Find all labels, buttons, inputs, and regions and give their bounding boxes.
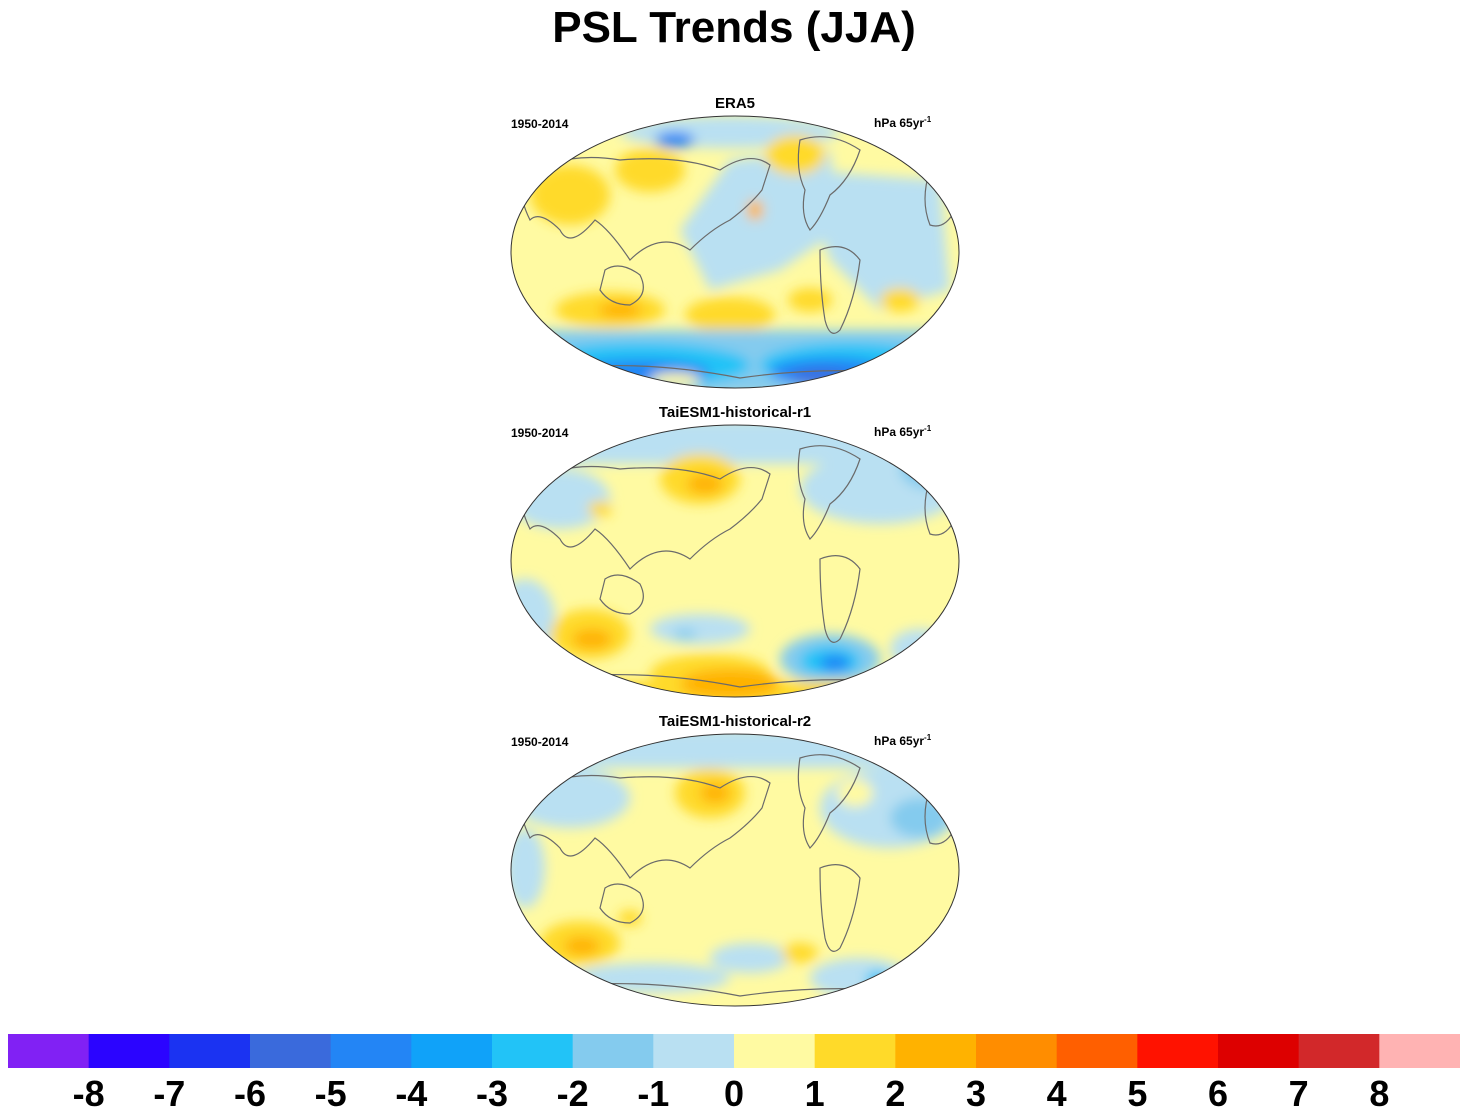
colorbar-tick-label: 8 <box>1369 1073 1390 1114</box>
colorbar-box <box>572 1034 654 1068</box>
colorbar-box <box>895 1034 977 1068</box>
colorbar-tick-label: -3 <box>475 1073 508 1114</box>
colorbar-tick-label: 0 <box>723 1073 745 1114</box>
colorbar-tick-label: -1 <box>637 1073 670 1114</box>
colorbar-box <box>1379 1034 1460 1068</box>
period-label: 1950-2014 <box>511 426 569 440</box>
map-panel-taiesm1-r2: TaiESM1-historical-r2 1950-2014 hPa 65yr… <box>500 713 970 1013</box>
world-map-taiesm1-r2 <box>510 733 960 1007</box>
units-label: hPa 65yr-1 <box>874 115 932 130</box>
colorbar-box <box>88 1034 170 1068</box>
colorbar-tick-label: 6 <box>1207 1073 1229 1114</box>
map-panel-taiesm1-r1: TaiESM1-historical-r1 1950-2014 hPa 65yr… <box>500 404 970 704</box>
colorbar-box <box>250 1034 332 1068</box>
colorbar-box <box>1056 1034 1138 1068</box>
colorbar-box <box>734 1034 816 1068</box>
colorbar-box <box>411 1034 493 1068</box>
period-label: 1950-2014 <box>511 735 569 749</box>
colorbar-tick-label: -5 <box>314 1073 347 1114</box>
colorbar-tick-label: -7 <box>153 1073 186 1114</box>
world-map-era5 <box>510 115 960 389</box>
panel-title: TaiESM1-historical-r2 <box>658 713 812 730</box>
colorbar-tick-label: 7 <box>1288 1073 1309 1114</box>
colorbar-box <box>653 1034 735 1068</box>
colorbar-box <box>169 1034 251 1068</box>
colorbar-box <box>814 1034 896 1068</box>
colorbar-box <box>976 1034 1058 1068</box>
map-panel-era5: ERA5 1950-2014 hPa 65yr-1 <box>500 95 970 395</box>
panel-title: ERA5 <box>714 95 755 112</box>
colorbar-box <box>492 1034 574 1068</box>
colorbar-box <box>1218 1034 1300 1068</box>
colorbar-tick-label: 5 <box>1127 1073 1148 1114</box>
units-label: hPa 65yr-1 <box>874 733 932 748</box>
page-title: PSL Trends (JJA) <box>552 3 916 52</box>
colorbar-tick-label: -2 <box>556 1073 589 1114</box>
world-map-taiesm1-r1 <box>510 424 960 698</box>
colorbar <box>8 1034 1460 1068</box>
colorbar-box <box>8 1034 90 1068</box>
colorbar-box <box>1137 1034 1219 1068</box>
colorbar-tick-label: -6 <box>233 1073 266 1114</box>
colorbar-tick-label: 1 <box>804 1073 825 1114</box>
colorbar-tick-label: 4 <box>1046 1073 1067 1114</box>
period-label: 1950-2014 <box>511 117 569 131</box>
units-label: hPa 65yr-1 <box>874 424 932 439</box>
panel-title: TaiESM1-historical-r1 <box>658 404 812 421</box>
colorbar-tick-label: -4 <box>395 1073 428 1114</box>
colorbar-tick-label: -8 <box>72 1073 105 1114</box>
colorbar-box <box>1298 1034 1380 1068</box>
colorbar-box <box>330 1034 412 1068</box>
colorbar-tick-label: 3 <box>965 1073 987 1114</box>
colorbar-tick-label: 2 <box>885 1073 906 1114</box>
